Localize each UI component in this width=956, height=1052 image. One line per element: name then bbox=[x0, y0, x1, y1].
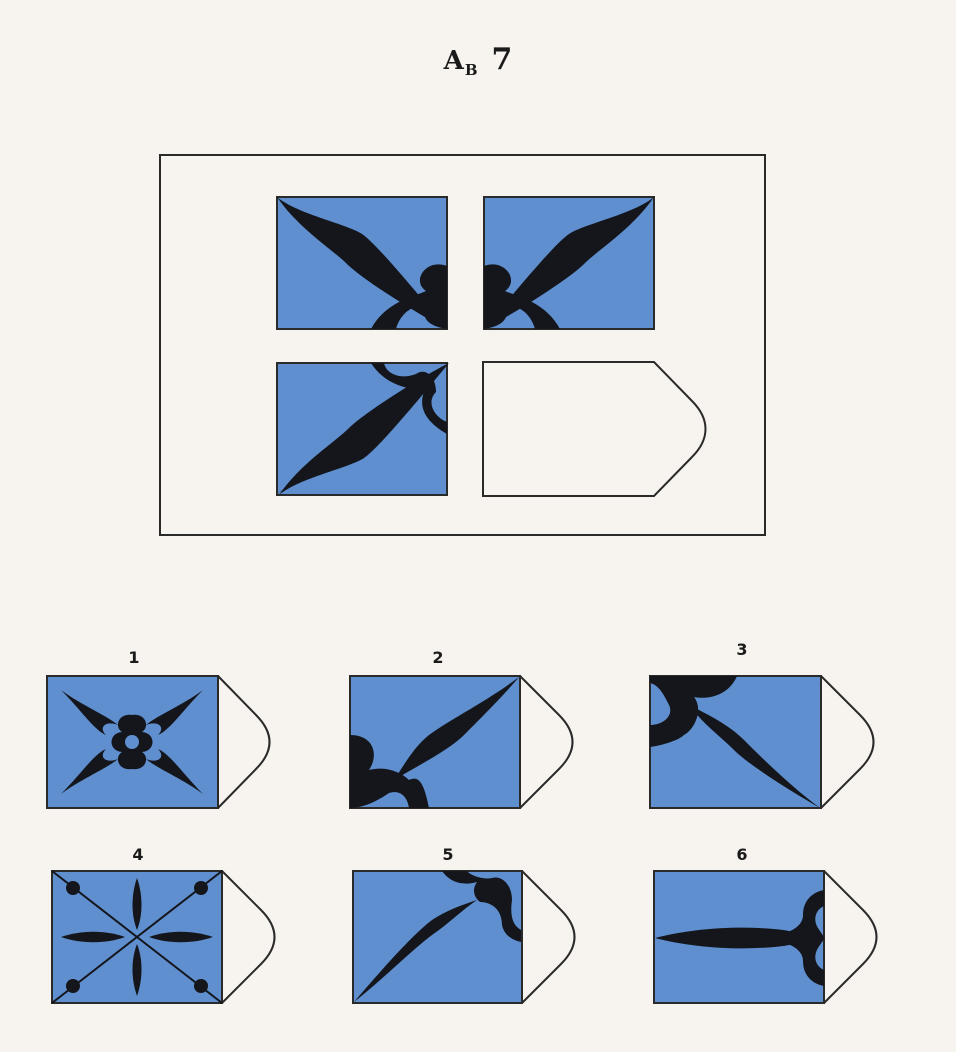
puzzle-tile-top-right bbox=[483, 196, 655, 330]
option-5[interactable] bbox=[352, 870, 584, 1008]
leaf-top-left-icon bbox=[276, 196, 448, 330]
diagonal-leaf-top-left-icon bbox=[649, 675, 875, 809]
title-letter: A bbox=[443, 46, 464, 76]
option-3[interactable] bbox=[649, 675, 881, 813]
title-subscript: B bbox=[464, 61, 478, 79]
diagonal-leaf-bottom-left-icon bbox=[349, 675, 574, 809]
leaf-top-right-icon bbox=[483, 196, 655, 330]
four-petal-x-dots-icon bbox=[51, 870, 276, 1004]
title-number: 7 bbox=[491, 42, 513, 77]
option-5-number: 5 bbox=[442, 845, 454, 864]
horizontal-leaf-right-icon bbox=[653, 870, 878, 1004]
page-title: AB 7 bbox=[0, 42, 956, 79]
option-6[interactable] bbox=[653, 870, 885, 1008]
puzzle-frame bbox=[159, 154, 766, 536]
empty-slot-outline bbox=[482, 361, 707, 497]
four-leaf-cross-icon bbox=[46, 675, 271, 809]
option-4-number: 4 bbox=[132, 845, 144, 864]
diagonal-leaf-top-right-icon bbox=[352, 870, 576, 1004]
puzzle-tile-top-left bbox=[276, 196, 448, 330]
leaf-bottom-left-icon bbox=[276, 362, 449, 496]
puzzle-tile-bottom-left bbox=[276, 362, 449, 496]
option-1[interactable] bbox=[46, 675, 276, 813]
option-2-number: 2 bbox=[432, 648, 444, 667]
option-1-number: 1 bbox=[128, 648, 140, 667]
option-4[interactable] bbox=[51, 870, 283, 1008]
option-6-number: 6 bbox=[736, 845, 748, 864]
option-3-number: 3 bbox=[736, 640, 748, 659]
option-2[interactable] bbox=[349, 675, 579, 813]
puzzle-empty-slot bbox=[482, 361, 712, 497]
